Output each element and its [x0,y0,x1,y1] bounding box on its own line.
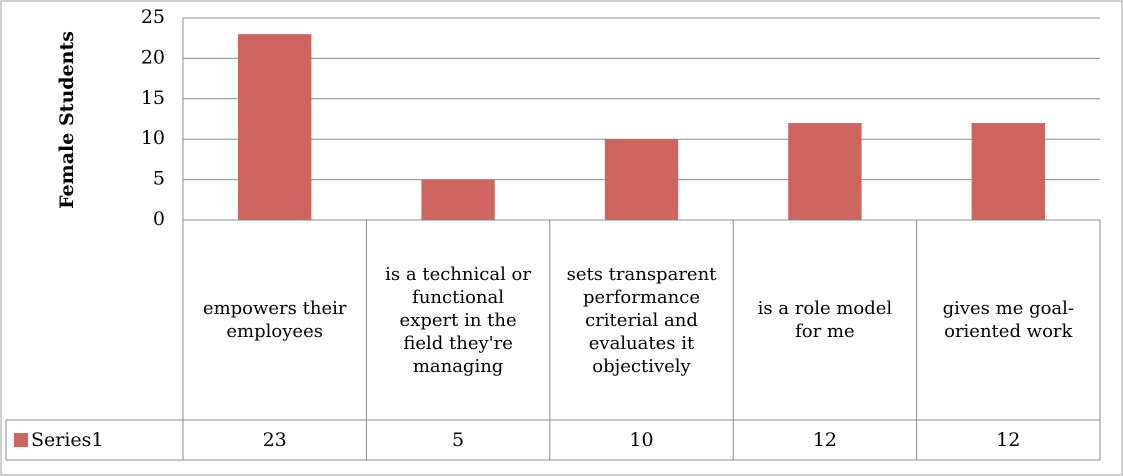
bar [971,123,1045,220]
bar [604,139,679,220]
y-tick-label: 0 [153,208,165,230]
y-tick-label: 10 [141,127,165,149]
data-table-value: 23 [263,429,287,451]
category-label: gives me goal-oriented work [942,298,1074,342]
y-tick-label: 25 [141,6,165,28]
y-axis-label: Female Students [56,31,78,209]
bar [238,34,312,220]
category-label: sets transparent performance criterial a… [566,263,717,377]
legend-swatch [14,433,28,447]
bar [788,123,862,220]
data-table-value: 12 [996,429,1020,451]
legend-label: Series1 [31,429,104,451]
category-label: is a role model for me [757,298,893,342]
y-tick-label: 5 [153,168,165,190]
category-label: is a technical or functional expert in t… [385,263,531,377]
y-tick-label: 20 [141,46,165,68]
bar [421,179,495,220]
data-table-value: 12 [813,429,837,451]
data-table-value: 10 [629,429,653,451]
data-table-value: 5 [452,429,464,451]
category-label: empowers their employees [202,298,347,342]
y-tick-label: 15 [141,87,165,109]
